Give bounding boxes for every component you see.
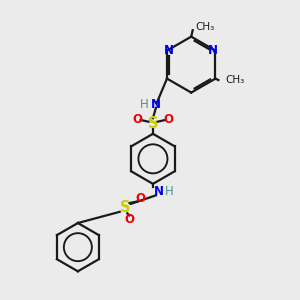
Text: N: N <box>151 98 161 111</box>
Text: N: N <box>208 44 218 56</box>
Text: O: O <box>163 113 173 127</box>
Text: N: N <box>164 44 174 56</box>
Text: CH₃: CH₃ <box>195 22 214 32</box>
Text: H: H <box>165 185 173 198</box>
Text: O: O <box>124 213 134 226</box>
Text: N: N <box>154 185 164 198</box>
Text: O: O <box>133 113 142 127</box>
Text: S: S <box>148 116 158 131</box>
Text: H: H <box>140 98 148 111</box>
Text: O: O <box>135 192 145 205</box>
Text: CH₃: CH₃ <box>225 75 244 85</box>
Text: S: S <box>120 200 130 215</box>
